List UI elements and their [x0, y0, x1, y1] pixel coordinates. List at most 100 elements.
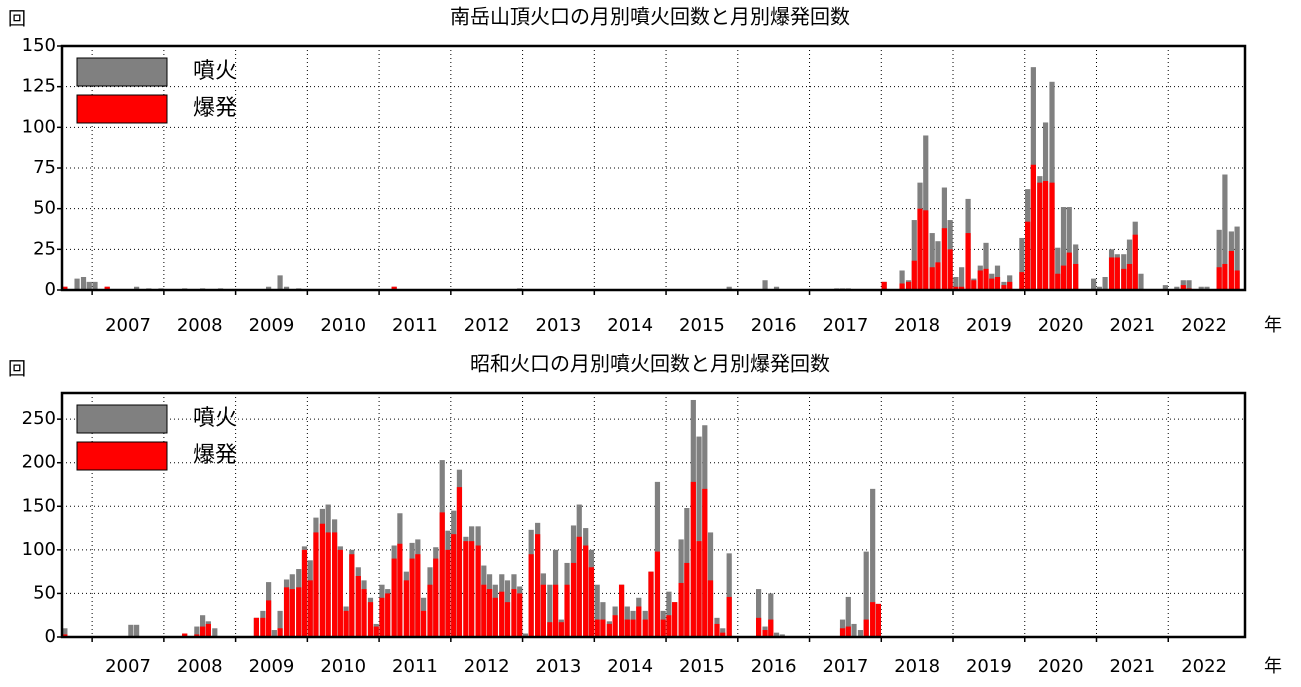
y-tick-label: 125 — [22, 76, 56, 97]
bar — [600, 619, 606, 637]
x-axis-label: 年 — [1264, 315, 1282, 336]
bar — [1091, 278, 1097, 290]
bar — [361, 589, 367, 637]
legend-swatch — [76, 404, 168, 434]
x-tick-label: 2011 — [392, 315, 438, 336]
y-tick-label: 150 — [22, 35, 56, 56]
bar — [1019, 272, 1025, 290]
x-tick-label: 2013 — [536, 656, 582, 677]
bar — [1126, 263, 1133, 290]
bar — [678, 582, 684, 637]
bar — [1055, 247, 1061, 290]
bar — [62, 634, 68, 637]
plot-frame — [60, 391, 1247, 639]
bar — [696, 541, 702, 637]
bar — [624, 619, 630, 637]
bar — [660, 619, 666, 637]
bar — [707, 580, 714, 637]
x-tick-label: 2018 — [894, 656, 940, 677]
bar — [391, 286, 397, 290]
x-tick-label: 2015 — [679, 315, 725, 336]
bar — [857, 630, 864, 637]
bar — [726, 553, 732, 637]
bar — [618, 584, 625, 637]
bar — [212, 628, 218, 637]
bar — [929, 233, 935, 290]
bar — [373, 626, 379, 637]
bar — [720, 632, 726, 637]
bar — [702, 488, 708, 637]
bar — [588, 567, 595, 637]
y-tick-label: 100 — [22, 116, 56, 137]
bar — [367, 602, 374, 637]
bar — [845, 596, 851, 637]
y-tick-label: 50 — [33, 582, 56, 603]
y-tick-label: 200 — [22, 452, 56, 473]
bar — [564, 584, 570, 637]
bar — [1186, 280, 1192, 290]
bar — [870, 602, 876, 637]
x-tick-label: 2016 — [751, 315, 797, 336]
x-tick-label: 2020 — [1038, 315, 1084, 336]
bar — [612, 615, 618, 637]
bar — [594, 619, 600, 637]
bar — [636, 606, 642, 637]
bar — [983, 242, 989, 290]
bar — [504, 602, 511, 637]
x-tick-label: 2013 — [536, 315, 582, 336]
y-tick-label: 25 — [33, 238, 56, 259]
bar — [260, 617, 266, 637]
y-tick-label: 150 — [22, 495, 56, 516]
bar — [594, 584, 600, 637]
x-tick-label: 2018 — [894, 315, 940, 336]
bar — [182, 633, 188, 637]
y-tick-label: 0 — [45, 626, 56, 647]
bar — [385, 593, 391, 637]
bar — [971, 280, 977, 290]
bar — [1174, 286, 1180, 290]
bar — [1025, 221, 1031, 290]
bar — [881, 281, 887, 290]
x-tick-label: 2007 — [105, 315, 151, 336]
x-tick-label: 2012 — [464, 315, 510, 336]
x-tick-label: 2009 — [249, 315, 295, 336]
bar — [1042, 181, 1049, 290]
bar — [696, 436, 702, 637]
bar — [1019, 237, 1025, 290]
x-tick-label: 2016 — [751, 656, 797, 677]
bar — [283, 587, 290, 637]
x-tick-label: 2015 — [679, 656, 725, 677]
x-tick-label: 2011 — [392, 656, 438, 677]
plot-frame — [60, 44, 1247, 292]
bar — [445, 549, 451, 637]
chart-panel: 昭和火口の月別噴火回数と月別爆発回数 回年 0 50 100 150 200 250 2007 2… — [8, 352, 1282, 678]
bar — [1055, 273, 1061, 290]
bar — [80, 276, 87, 290]
y-tick-label: 50 — [33, 198, 56, 219]
bar — [845, 626, 851, 637]
x-tick-label: 2019 — [966, 656, 1012, 677]
bar — [535, 534, 541, 637]
bar — [977, 270, 983, 290]
bar — [200, 615, 206, 637]
bar — [714, 623, 720, 637]
legend-swatch — [76, 441, 168, 471]
bar — [690, 481, 696, 637]
bar — [720, 628, 726, 637]
bar — [1030, 164, 1036, 290]
bar — [839, 628, 846, 637]
bar — [475, 545, 481, 637]
bar — [463, 541, 469, 637]
legend-swatch — [76, 94, 168, 124]
bar — [104, 286, 110, 290]
bar — [409, 558, 415, 637]
x-tick-label: 2010 — [320, 315, 366, 336]
x-tick-label: 2007 — [105, 656, 151, 677]
bar — [481, 584, 487, 637]
bar — [1060, 265, 1067, 290]
bar — [200, 626, 206, 637]
bar — [773, 286, 780, 290]
bar — [863, 551, 869, 637]
bar — [427, 584, 433, 637]
